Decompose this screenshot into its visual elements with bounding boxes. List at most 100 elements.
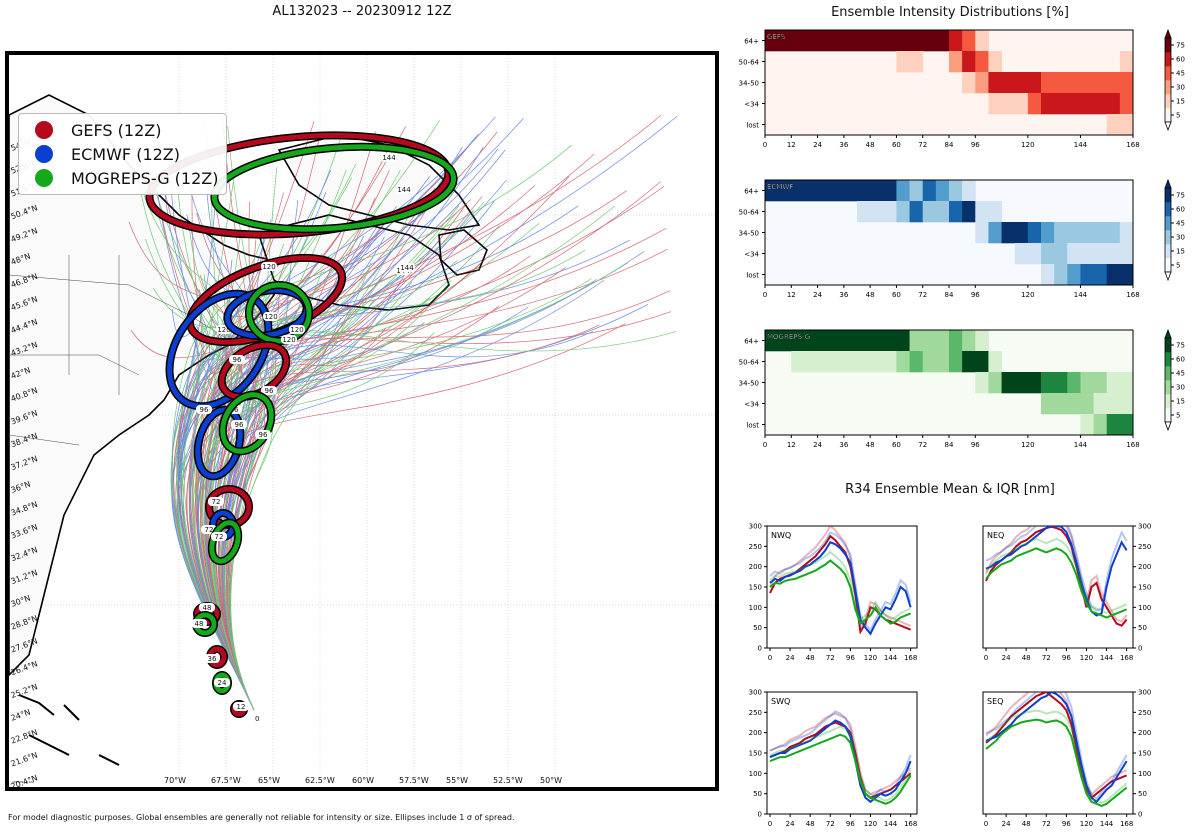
colorbar: 5 15 30 45 60 75 [1164, 178, 1185, 282]
hour-label-bg [191, 619, 207, 628]
heatmap-cell [909, 180, 924, 202]
colorbar-arrow-bottom [1164, 121, 1172, 132]
lon-label: 65°W [258, 776, 280, 785]
lon-label: 70°W [164, 776, 186, 785]
x-tick-label: 144 [1074, 441, 1088, 449]
r34-iqr-line [985, 526, 1128, 612]
y-tick-label: 0 [758, 811, 762, 819]
hour-label: 72 [212, 498, 221, 506]
heatmap-cell [1027, 93, 1042, 115]
hour-label: 120 [262, 263, 275, 271]
heatmap-cell [988, 51, 1003, 73]
heatmap-cell [909, 351, 924, 373]
heatmap-panel-ecmwf: ECMWF 64+ 50-64 34-50 <34 lost 0 12 24 36 48 60 72 84… [739, 178, 1185, 299]
heatmap-cell [1067, 222, 1121, 244]
x-tick-label: 60 [892, 441, 901, 449]
row-label: <34 [744, 101, 759, 109]
x-tick-label: 144 [884, 654, 898, 662]
x-tick-label: 0 [768, 820, 772, 828]
map-legend: GEFS (12Z) ECMWF (12Z) MOGREPS-G (12Z) [18, 113, 228, 195]
r34-series-mogreps-g [769, 559, 912, 626]
row-label: 34-50 [739, 80, 759, 88]
colorbar-swatch [1165, 258, 1171, 273]
y-tick-label: 150 [1138, 750, 1151, 758]
heatmap-cell [909, 201, 924, 223]
heatmap-cell [765, 330, 911, 352]
colorbar-tick-label: 15 [1176, 398, 1185, 406]
hour-label-bg [211, 532, 227, 541]
colorbar: 5 15 30 45 60 75 [1164, 28, 1185, 132]
hour-label: 120 [264, 313, 277, 321]
legend-label: ECMWF (12Z) [71, 144, 180, 164]
r34-frame [982, 691, 1134, 815]
y-tick-label: 50 [753, 624, 762, 632]
heatmap-cell [1001, 93, 1029, 115]
heatmap-cell [962, 51, 976, 73]
hour-label: 120 [290, 326, 303, 334]
heatmap-cell [1041, 72, 1134, 94]
y-tick-label: 250 [1138, 543, 1151, 551]
colorbar-tick-label: 60 [1176, 356, 1185, 364]
heatmap-cell [1093, 93, 1121, 115]
hour-label-bg [229, 355, 245, 364]
track-map[interactable]: 1441441441441201201201201209696969696967… [5, 51, 719, 791]
colorbar-tick-label: 60 [1176, 206, 1185, 214]
colorbar-swatch [1165, 244, 1171, 259]
colorbar-tick-label: 75 [1176, 42, 1185, 50]
heatmap-panel-mogreps-g: MOGREPS-G 64+ 50-64 34-50 <34 lost 0 12 24 36 48 60… [739, 328, 1185, 449]
heatmap-cell [962, 330, 976, 352]
x-tick-label: 0 [763, 441, 767, 449]
hour-label: 36 [208, 655, 217, 663]
row-label: 34-50 [739, 380, 759, 388]
colorbar-tick-label: 5 [1176, 112, 1180, 120]
heatmap-cell [1119, 222, 1134, 244]
hour-label: 144 [400, 264, 414, 272]
y-tick-label: 150 [749, 584, 762, 592]
hour-label: 0 [255, 715, 259, 723]
heatmap-cell [975, 51, 989, 73]
heatmap-cell [975, 372, 989, 394]
heatmap-cell [1106, 264, 1134, 286]
hour-label: 96 [235, 421, 244, 429]
colorbar-swatch [1165, 380, 1171, 395]
r34-panel-swq: SWQ 0 24 48 72 96 120 144 168 0 50 100 150 200 250 300 [749, 689, 918, 828]
colorbar-swatch [1165, 66, 1171, 81]
x-tick-label: 72 [826, 820, 835, 828]
y-tick-label: 250 [749, 709, 762, 717]
x-tick-label: 120 [1021, 441, 1034, 449]
heatmap-cell [896, 351, 911, 373]
x-tick-label: 48 [1022, 654, 1031, 662]
lon-label: 55°W [446, 776, 468, 785]
x-tick-label: 96 [846, 654, 855, 662]
colorbar-arrow-bottom [1164, 271, 1172, 282]
x-tick-label: 72 [918, 291, 927, 299]
hour-label: 12 [237, 703, 246, 711]
heatmap-cell [988, 222, 1003, 244]
heatmap-cell [1119, 51, 1134, 73]
colorbar-swatch [1165, 52, 1171, 67]
x-tick-label: 168 [904, 654, 917, 662]
y-tick-label: 100 [1138, 770, 1151, 778]
heatmap-cell [935, 180, 950, 202]
heatmap-cell [1041, 264, 1055, 286]
heatmap-cell [922, 180, 937, 202]
x-tick-label: 24 [813, 441, 822, 449]
row-label: 64+ [744, 188, 759, 196]
x-tick-label: 144 [1074, 141, 1088, 149]
r34-iqr-line [985, 537, 1128, 615]
heatmap-cell [949, 201, 963, 223]
x-tick-label: 24 [813, 291, 822, 299]
heatmap-cell [1054, 222, 1068, 244]
colorbar-swatch [1165, 366, 1171, 381]
y-tick-label: 50 [1138, 790, 1147, 798]
heatmap-cell [988, 201, 1003, 223]
heatmap-cell [975, 222, 989, 244]
heatmap-cell [1014, 243, 1042, 265]
x-tick-label: 96 [971, 441, 980, 449]
heatmap-cell [1054, 264, 1068, 286]
ensemble-track [191, 329, 677, 711]
colorbar-tick-label: 15 [1176, 98, 1185, 106]
hour-label-bg [196, 405, 212, 414]
r34-iqr-line [769, 526, 912, 632]
lat-label: 22.8°N [10, 728, 39, 746]
